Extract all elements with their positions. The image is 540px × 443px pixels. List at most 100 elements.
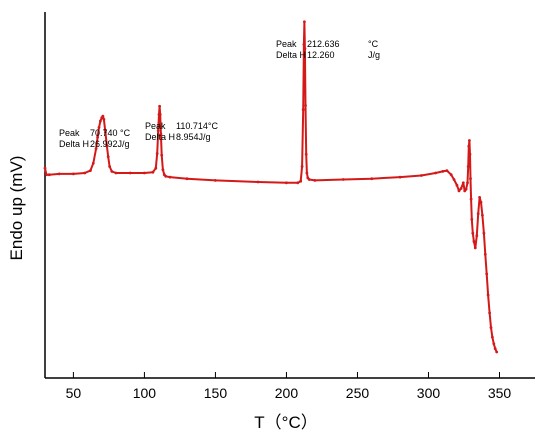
- x-axis-label: T（°C）: [254, 413, 317, 432]
- data-point: [473, 246, 477, 250]
- data-point: [57, 172, 61, 176]
- data-point: [434, 171, 437, 175]
- data-point: [300, 165, 304, 168]
- data-point: [114, 171, 118, 175]
- x-tick-label: 100: [133, 385, 157, 401]
- data-point: [398, 175, 402, 179]
- data-point: [303, 47, 307, 50]
- data-point: [457, 189, 461, 193]
- x-tick-label: 50: [66, 385, 82, 401]
- annotation-text: Delta H: [145, 132, 175, 142]
- annotation-text: 12.260: [307, 50, 335, 60]
- data-point: [481, 213, 484, 217]
- data-point: [185, 177, 189, 181]
- x-tick-label: 150: [204, 385, 228, 401]
- data-point: [43, 166, 47, 170]
- data-point: [155, 152, 159, 155]
- data-point: [445, 169, 449, 173]
- annotation-text: 110.714°C: [176, 121, 218, 131]
- annotation-text: Delta H: [276, 50, 306, 60]
- series-line: [44, 20, 498, 353]
- data-point: [159, 132, 163, 136]
- data-point: [102, 118, 106, 121]
- data-point: [482, 231, 486, 235]
- data-point: [154, 166, 158, 170]
- x-tick-label: 350: [488, 385, 512, 401]
- data-point: [104, 131, 107, 134]
- data-point: [94, 147, 98, 151]
- data-point: [105, 144, 109, 147]
- data-point: [89, 169, 92, 173]
- data-point: [106, 155, 110, 159]
- data-point: [47, 173, 51, 177]
- data-point: [475, 234, 479, 238]
- data-point: [156, 129, 160, 133]
- data-point: [471, 231, 475, 235]
- data-point: [468, 152, 472, 156]
- data-point: [469, 197, 473, 201]
- axes: 50 100 150 200 250 300 350: [44, 12, 535, 401]
- data-point: [478, 196, 481, 199]
- data-point: [158, 104, 162, 108]
- annotation-text: Delta H: [59, 139, 89, 149]
- annotation-text: °C: [368, 39, 379, 49]
- data-point: [168, 175, 172, 179]
- data-point: [489, 326, 493, 329]
- annotation-text: Peak: [59, 128, 80, 138]
- annotation-text: 26.992J/g: [90, 139, 130, 149]
- data-point: [493, 347, 497, 351]
- data-point: [470, 218, 474, 221]
- data-point: [304, 104, 307, 107]
- data-point: [476, 212, 480, 216]
- data-point: [464, 187, 468, 191]
- x-tick-label: 250: [346, 385, 370, 401]
- data-point: [83, 171, 87, 175]
- data-point: [301, 108, 305, 111]
- data-point: [97, 126, 101, 129]
- data-point: [485, 272, 489, 276]
- data-point: [299, 179, 303, 183]
- data-point: [160, 153, 164, 157]
- data-point: [491, 335, 494, 339]
- data-point: [164, 174, 168, 178]
- data-point: [449, 173, 453, 177]
- x-tick-label: 200: [275, 385, 299, 401]
- data-point: [305, 171, 309, 175]
- data-point: [285, 181, 288, 185]
- data-point: [45, 173, 48, 177]
- data-point: [91, 161, 95, 165]
- data-point: [158, 113, 162, 116]
- data-point: [468, 139, 471, 142]
- data-point: [452, 178, 456, 181]
- data-point: [441, 170, 445, 173]
- data-point: [466, 181, 469, 185]
- data-layer: [43, 20, 499, 354]
- data-point: [466, 165, 470, 168]
- annotation-text: J/g: [368, 50, 380, 60]
- data-point: [72, 172, 75, 176]
- data-point: [461, 181, 465, 185]
- data-point: [479, 200, 483, 204]
- annotation-text: Peak: [145, 121, 166, 131]
- data-point: [161, 168, 165, 172]
- data-point: [420, 174, 423, 177]
- data-point: [302, 43, 306, 46]
- data-point: [108, 165, 111, 168]
- data-point: [492, 342, 496, 346]
- y-axis-label: Endo up (mV): [7, 156, 26, 261]
- data-point: [472, 240, 476, 243]
- data-point: [483, 253, 487, 256]
- data-point: [467, 144, 471, 148]
- data-point: [110, 170, 114, 173]
- data-point: [99, 119, 102, 123]
- data-point: [307, 178, 311, 181]
- annotation-text: 212.636: [307, 39, 340, 49]
- annotation-text: Peak: [276, 39, 297, 49]
- data-point: [96, 135, 99, 139]
- data-point: [488, 311, 491, 315]
- annotation-text: 8.954J/g: [176, 132, 211, 142]
